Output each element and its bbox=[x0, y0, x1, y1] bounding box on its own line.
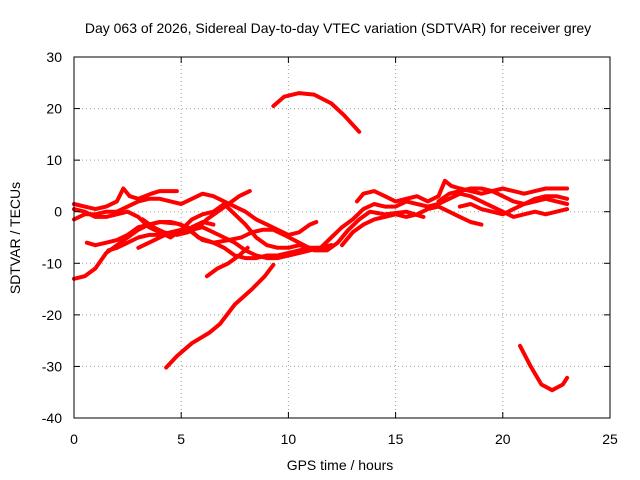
series-arc-7 bbox=[72, 202, 334, 250]
y-tick-label: -30 bbox=[42, 358, 62, 374]
series-arc-11 bbox=[204, 245, 250, 279]
y-tick-label: -10 bbox=[42, 255, 62, 271]
series-arc-4 bbox=[72, 209, 426, 281]
series-arc-16 bbox=[436, 186, 570, 206]
series-arc-5 bbox=[72, 186, 179, 212]
y-tick-label: 30 bbox=[46, 49, 62, 65]
y-axis-label: SDTVAR / TECUs bbox=[7, 182, 23, 294]
series-group bbox=[72, 91, 570, 393]
series-arc-2 bbox=[164, 262, 276, 370]
x-tick-label: 10 bbox=[281, 431, 297, 447]
y-tick-label: 0 bbox=[54, 204, 62, 220]
series-arc-8 bbox=[84, 220, 312, 261]
x-tick-label: 0 bbox=[70, 431, 78, 447]
series-arc-1 bbox=[271, 91, 362, 134]
y-tick-label: -40 bbox=[42, 410, 62, 426]
series-arc-17 bbox=[457, 194, 570, 217]
x-tick-label: 25 bbox=[602, 431, 618, 447]
x-tick-label: 5 bbox=[177, 431, 185, 447]
x-axis-label: GPS time / hours bbox=[287, 457, 394, 473]
chart-title: Day 063 of 2026, Sidereal Day-to-day VTE… bbox=[85, 20, 591, 36]
series-arc-15 bbox=[340, 204, 484, 248]
y-tick-label: 10 bbox=[46, 152, 62, 168]
y-tick-label: -20 bbox=[42, 307, 62, 323]
plot-frame bbox=[73, 56, 611, 419]
series-arc-6 bbox=[72, 191, 319, 237]
series-arc-9 bbox=[106, 220, 216, 253]
x-tick-label: 20 bbox=[495, 431, 511, 447]
series-arc-12 bbox=[140, 189, 252, 237]
axis-ticks: 0 5 10 15 20 25 -40 -30 -20 -10 0 10 20 30 bbox=[42, 49, 618, 447]
grid bbox=[74, 57, 610, 418]
series-arc-13 bbox=[318, 191, 570, 250]
series-arc-3 bbox=[518, 343, 570, 393]
series-arc-14 bbox=[355, 178, 570, 204]
y-tick-label: 20 bbox=[46, 101, 62, 117]
x-tick-label: 15 bbox=[388, 431, 404, 447]
